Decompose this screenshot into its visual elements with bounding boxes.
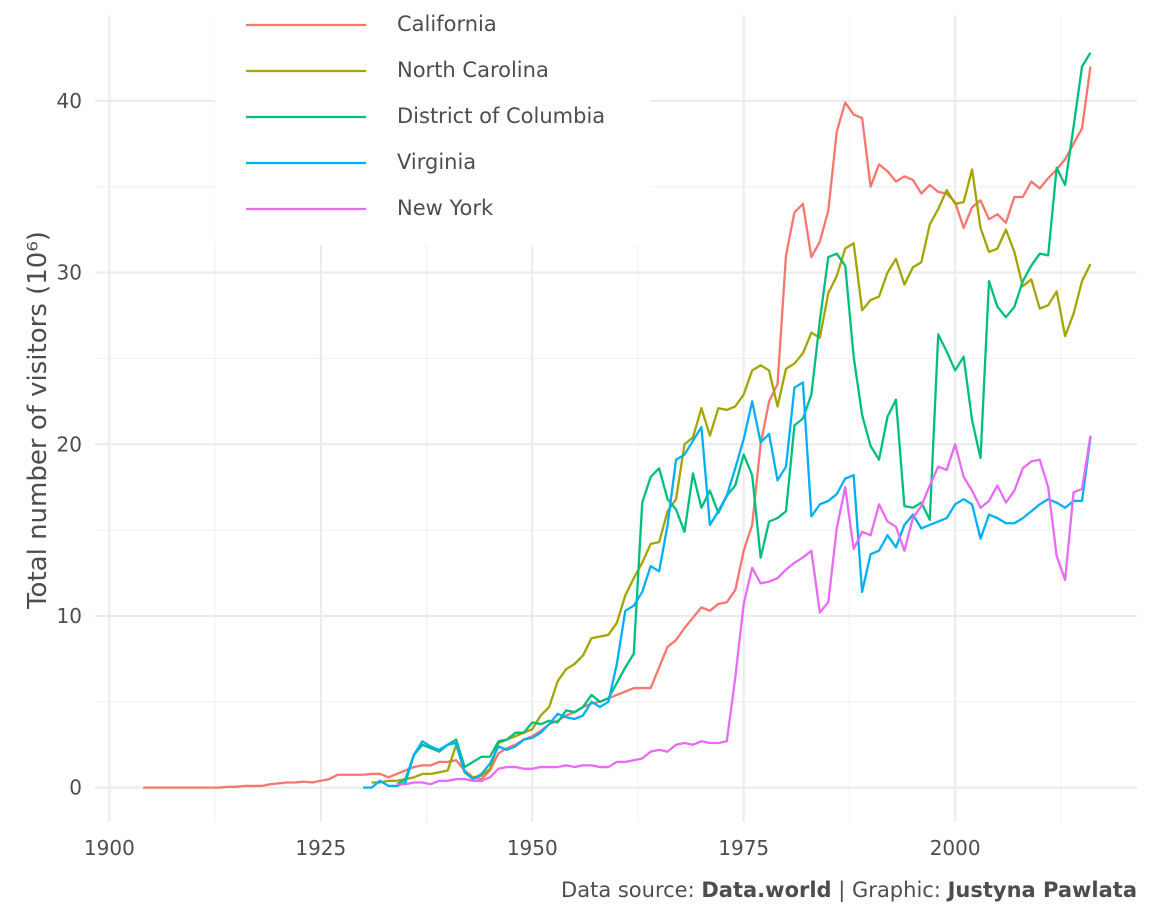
y-tick-label: 20: [57, 432, 82, 456]
caption-source: Data.world: [701, 878, 832, 902]
x-tick-label: 1900: [84, 836, 135, 860]
series-line: [363, 381, 1092, 789]
legend-label: District of Columbia: [397, 104, 605, 128]
caption-graphic-label: | Graphic:: [838, 878, 941, 902]
x-tick-label: 2000: [930, 836, 981, 860]
legend-box: [215, 0, 650, 245]
y-tick-label: 0: [69, 776, 82, 800]
series-line: [396, 435, 1092, 786]
series-line: [396, 52, 1092, 786]
y-axis-label: Total number of visitors (10⁶): [23, 231, 53, 610]
x-tick-label: 1950: [507, 836, 558, 860]
caption-source-label: Data source:: [561, 878, 695, 902]
series-line: [371, 168, 1092, 784]
y-tick-label: 40: [57, 89, 82, 113]
legend-label: New York: [397, 196, 494, 220]
legend-label: North Carolina: [397, 58, 549, 82]
caption: Data source: Data.world | Graphic: Justy…: [561, 878, 1137, 902]
series-line: [143, 66, 1092, 789]
y-tick-label: 30: [57, 261, 82, 285]
y-tick-label: 10: [57, 604, 82, 628]
legend: California North Carolina District of Colu…: [215, 0, 650, 245]
lines: [143, 52, 1092, 789]
x-tick-label: 1925: [295, 836, 346, 860]
caption-author: Justyna Pawlata: [947, 878, 1137, 902]
x-tick-label: 1975: [718, 836, 769, 860]
legend-label: Virginia: [397, 150, 476, 174]
legend-label: California: [397, 12, 497, 36]
